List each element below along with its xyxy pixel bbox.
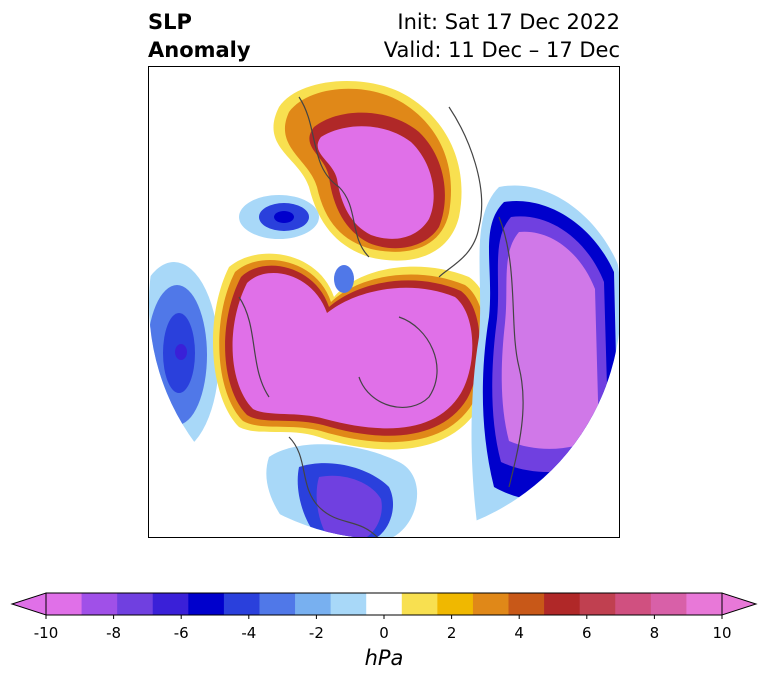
colorbar-tick-label: 4 bbox=[514, 624, 524, 642]
colorbar-segment bbox=[366, 593, 403, 615]
colorbar-segment bbox=[223, 593, 260, 615]
map-subtitle: Init: Sat 17 Dec 2022 Valid: 11 Dec – 17… bbox=[384, 8, 620, 64]
colorbar-segment bbox=[259, 593, 296, 615]
colorbar-tick-label: -8 bbox=[106, 624, 122, 642]
colorbar-tick-label: 2 bbox=[446, 624, 457, 642]
slp-anomaly-map bbox=[148, 66, 620, 538]
colorbar-tick-label: 10 bbox=[712, 624, 732, 642]
colorbar-tick-label: 8 bbox=[649, 624, 660, 642]
colorbar-segment bbox=[686, 593, 723, 615]
map-canvas bbox=[149, 67, 619, 537]
coastlines bbox=[238, 96, 524, 537]
colorbar-segment bbox=[152, 593, 189, 615]
colorbar-segment bbox=[544, 593, 581, 615]
map-title: SLP Anomaly bbox=[148, 10, 251, 62]
colorbar-unit-label: hPa bbox=[364, 646, 404, 670]
colorbar-segment bbox=[508, 593, 545, 615]
colorbar-segment bbox=[46, 593, 83, 615]
colorbar-tick-label: 0 bbox=[379, 624, 389, 642]
colorbar-segment bbox=[330, 593, 367, 615]
colorbar-tick-label: -2 bbox=[308, 624, 324, 642]
colorbar-segment bbox=[615, 593, 652, 615]
colorbar-segment bbox=[188, 593, 225, 615]
colorbar-segment bbox=[437, 593, 474, 615]
colorbar-segment bbox=[295, 593, 332, 615]
colorbar-segment bbox=[81, 593, 118, 615]
colorbar-tick-label: 6 bbox=[582, 624, 592, 642]
colorbar-segment bbox=[472, 593, 510, 615]
colorbar-extend-high bbox=[721, 592, 758, 616]
colorbar-segment bbox=[579, 593, 616, 615]
colorbar-extend-low bbox=[10, 592, 47, 616]
colorbar-tick-label: -6 bbox=[173, 624, 189, 642]
colorbar bbox=[10, 592, 758, 619]
valid-range: Valid: 11 Dec – 17 Dec bbox=[383, 38, 620, 62]
colorbar-tick-label: -4 bbox=[241, 624, 257, 642]
colorbar-tick-label: -10 bbox=[33, 624, 59, 642]
anomaly-field bbox=[149, 67, 619, 537]
colorbar-segment bbox=[650, 593, 687, 615]
colorbar-segment bbox=[401, 593, 438, 615]
colorbar-segment bbox=[117, 593, 154, 615]
init-date: Init: Sat 17 Dec 2022 bbox=[397, 10, 620, 34]
